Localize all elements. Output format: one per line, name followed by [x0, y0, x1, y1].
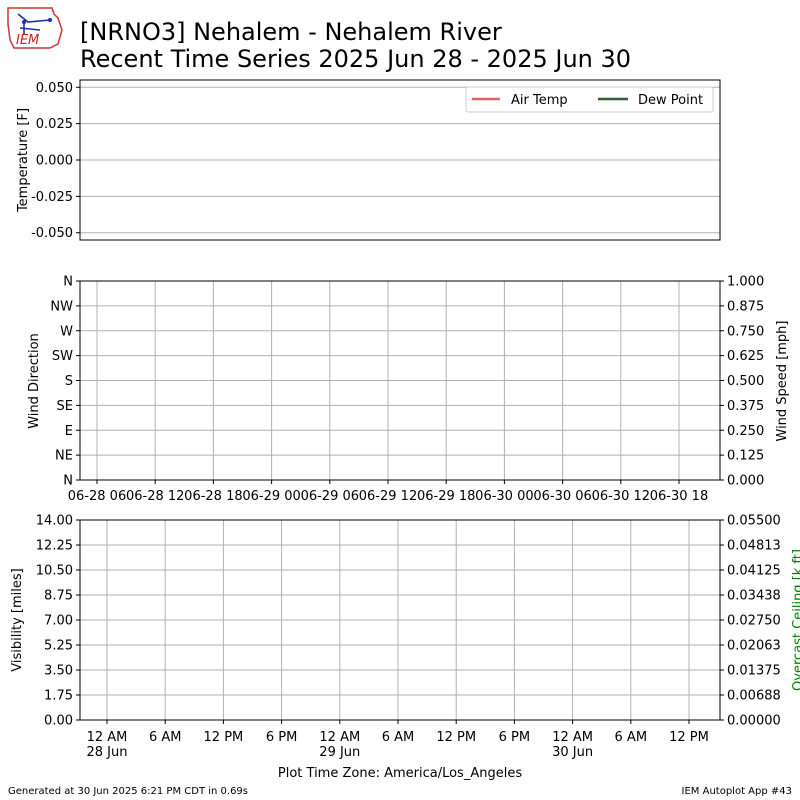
visibility-tick-label: 1.75: [44, 689, 73, 704]
visibility-tick-label: 8.75: [44, 589, 73, 604]
wind-direction-tick-label: N: [63, 275, 73, 290]
iem-logo: IEM: [7, 7, 63, 49]
ceiling-tick-label: 0.00000: [727, 714, 781, 729]
visibility-tick-label: 5.25: [44, 639, 73, 654]
visibility-x-tick-time: 12 PM: [669, 730, 709, 745]
chart-title-line1: [NRNO3] Nehalem - Nehalem River: [80, 18, 502, 46]
visibility-tick-label: 10.50: [36, 564, 73, 579]
ceiling-tick-label: 0.02750: [727, 614, 781, 629]
visibility-x-tick-time: 12 PM: [204, 730, 244, 745]
visibility-tick-label: 3.50: [44, 664, 73, 679]
wind-direction-axis-label: Wind Direction: [27, 333, 42, 429]
wind-x-tick-label: 06-30 00: [475, 489, 533, 504]
generated-note: Generated at 30 Jun 2025 6:21 PM CDT in …: [8, 786, 248, 797]
legend-label-air-temp: Air Temp: [511, 93, 568, 108]
wind-speed-tick-label: 0.875: [727, 299, 764, 314]
ceiling-axis-label: Overcast Ceiling [k ft]: [791, 549, 800, 691]
visibility-tick-label: 12.25: [36, 539, 73, 554]
visibility-x-tick-time: 6 AM: [382, 730, 415, 745]
wind-x-tick-label: 06-28 06: [68, 489, 126, 504]
ceiling-tick-label: 0.05500: [727, 514, 781, 529]
wind-x-tick-label: 06-30 12: [592, 489, 650, 504]
wind-speed-tick-label: 0.375: [727, 399, 764, 414]
wind-x-tick-label: 06-29 06: [301, 489, 359, 504]
visibility-x-tick-date: 28 Jun: [87, 745, 128, 760]
visibility-tick-label: 7.00: [44, 614, 73, 629]
wind-direction-tick-label: S: [65, 374, 73, 389]
temperature-axis-label: Temperature [F]: [16, 108, 31, 213]
ceiling-tick-label: 0.01375: [727, 664, 781, 679]
wind-speed-tick-label: 1.000: [727, 275, 764, 290]
visibility-x-tick-date: 30 Jun: [552, 745, 593, 760]
timezone-label: Plot Time Zone: America/Los_Angeles: [278, 766, 522, 781]
wind-x-tick-label: 06-29 18: [417, 489, 475, 504]
visibility-x-tick-time: 6 AM: [149, 730, 182, 745]
logo-text: IEM: [16, 33, 39, 48]
ceiling-tick-label: 0.02063: [727, 639, 781, 654]
ceiling-tick-label: 0.04125: [727, 564, 781, 579]
visibility-x-tick-date: 29 Jun: [319, 745, 360, 760]
wind-x-tick-label: 06-30 18: [650, 489, 708, 504]
visibility-x-tick-time: 12 AM: [87, 730, 128, 745]
visibility-axis-label: Visibility [miles]: [10, 568, 25, 671]
visibility-x-tick-time: 6 PM: [266, 730, 297, 745]
ceiling-tick-label: 0.04813: [727, 539, 781, 554]
temperature-tick-label: 0.025: [36, 117, 73, 132]
wind-speed-tick-label: 0.000: [727, 474, 764, 489]
temperature-tick-label: -0.025: [31, 190, 73, 205]
visibility-x-tick-time: 12 AM: [552, 730, 593, 745]
wind-speed-tick-label: 0.750: [727, 324, 764, 339]
wind-speed-tick-label: 0.125: [727, 449, 764, 464]
app-credit: IEM Autoplot App #43: [682, 786, 792, 797]
visibility-tick-label: 0.00: [44, 714, 73, 729]
legend-label-dew-point: Dew Point: [638, 93, 703, 108]
legend-box: [465, 86, 714, 113]
visibility-tick-label: 14.00: [36, 514, 73, 529]
temperature-tick-label: 0.000: [36, 154, 73, 169]
ceiling-tick-label: 0.03438: [727, 589, 781, 604]
wind-speed-tick-label: 0.250: [727, 424, 764, 439]
visibility-x-tick-time: 6 PM: [499, 730, 530, 745]
visibility-x-tick-time: 12 AM: [319, 730, 360, 745]
wind-x-tick-label: 06-28 12: [126, 489, 184, 504]
temperature-tick-label: -0.050: [31, 226, 73, 241]
wind-speed-tick-label: 0.625: [727, 349, 764, 364]
wind-x-tick-label: 06-29 12: [359, 489, 417, 504]
wind-speed-axis-label: Wind Speed [mph]: [775, 321, 790, 442]
wind-x-tick-label: 06-28 18: [184, 489, 242, 504]
wind-direction-tick-label: N: [63, 474, 73, 489]
wind-x-tick-label: 06-29 00: [242, 489, 300, 504]
wind-direction-tick-label: NW: [50, 299, 73, 314]
legend: Air Temp Dew Point: [465, 86, 714, 113]
wind-panel: N NW W SW S SE E NE N 1.000 0.875 0.750 0.625 0.500 0…: [27, 275, 790, 505]
visibility-panel: 14.0012.2510.508.757.005.253.501.750.00 …: [10, 514, 800, 761]
wind-speed-tick-label: 0.500: [727, 374, 764, 389]
ceiling-tick-label: 0.00688: [727, 689, 781, 704]
wind-direction-tick-label: E: [65, 424, 73, 439]
wind-x-tick-label: 06-30 06: [533, 489, 591, 504]
chart-title-line2: Recent Time Series 2025 Jun 28 - 2025 Ju…: [80, 45, 631, 73]
visibility-x-tick-time: 12 PM: [436, 730, 476, 745]
wind-direction-tick-label: SW: [52, 349, 73, 364]
visibility-x-tick-time: 6 AM: [615, 730, 648, 745]
wind-direction-tick-label: SE: [57, 399, 73, 414]
temperature-panel: 0.050 0.025 0.000 -0.025 -0.050 Temperature …: [16, 79, 721, 241]
wind-direction-tick-label: NE: [55, 449, 73, 464]
temperature-tick-label: 0.050: [36, 81, 73, 96]
wind-direction-tick-label: W: [60, 324, 73, 339]
